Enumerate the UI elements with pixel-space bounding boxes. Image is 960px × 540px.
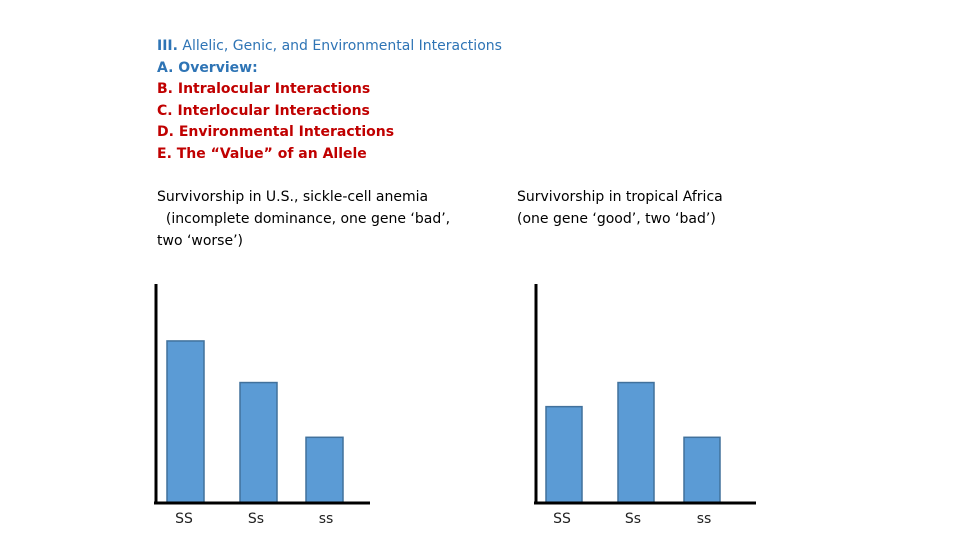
bar-ss: [305, 436, 344, 504]
bar-Ss: [239, 381, 278, 504]
caption-us-line-1: Survivorship in U.S., sickle-cell anemia: [157, 189, 429, 205]
outline-item-interlocular: C. Interlocular Interactions: [157, 102, 370, 119]
caption-africa-line-1: Survivorship in tropical Africa: [517, 189, 723, 205]
chart-africa-survivorship: SS Ss ss: [534, 284, 756, 527]
outline-item-allele-value: E. The “Value” of an Allele: [157, 145, 367, 162]
tick-label-SS: SS: [175, 511, 193, 527]
outline-heading-prefix: III.: [157, 38, 178, 54]
outline-item-environmental: D. Environmental Interactions: [157, 124, 395, 141]
tick-label-ss: ss: [697, 511, 712, 527]
caption-africa: Survivorship in tropical Africa (one gen…: [517, 186, 723, 230]
outline-item-overview: A. Overview:: [157, 59, 258, 76]
caption-us-line-2: (incomplete dominance, one gene ‘bad’,: [157, 211, 451, 227]
caption-africa-line-2: (one gene ‘good’, two ‘bad’): [517, 211, 716, 227]
chart-us-survivorship: SS Ss ss: [154, 284, 370, 527]
outline-heading-text: Allelic, Genic, and Environmental Intera…: [177, 38, 502, 54]
tick-label-Ss: Ss: [248, 511, 264, 527]
bar-ss: [683, 436, 721, 504]
outline: III. Allelic, Genic, and Environmental I…: [157, 36, 502, 166]
outline-heading: III. Allelic, Genic, and Environmental I…: [157, 36, 502, 58]
tick-label-Ss: Ss: [625, 511, 641, 527]
outline-item-intralocular: B. Intralocular Interactions: [157, 81, 371, 98]
caption-us: Survivorship in U.S., sickle-cell anemia…: [157, 186, 450, 252]
caption-us-line-3: two ‘worse’): [157, 233, 243, 249]
tick-label-SS: SS: [553, 511, 571, 527]
bar-SS: [545, 405, 583, 504]
bar-SS: [166, 340, 205, 504]
tick-label-ss: ss: [319, 511, 334, 527]
bar-Ss: [617, 381, 655, 504]
